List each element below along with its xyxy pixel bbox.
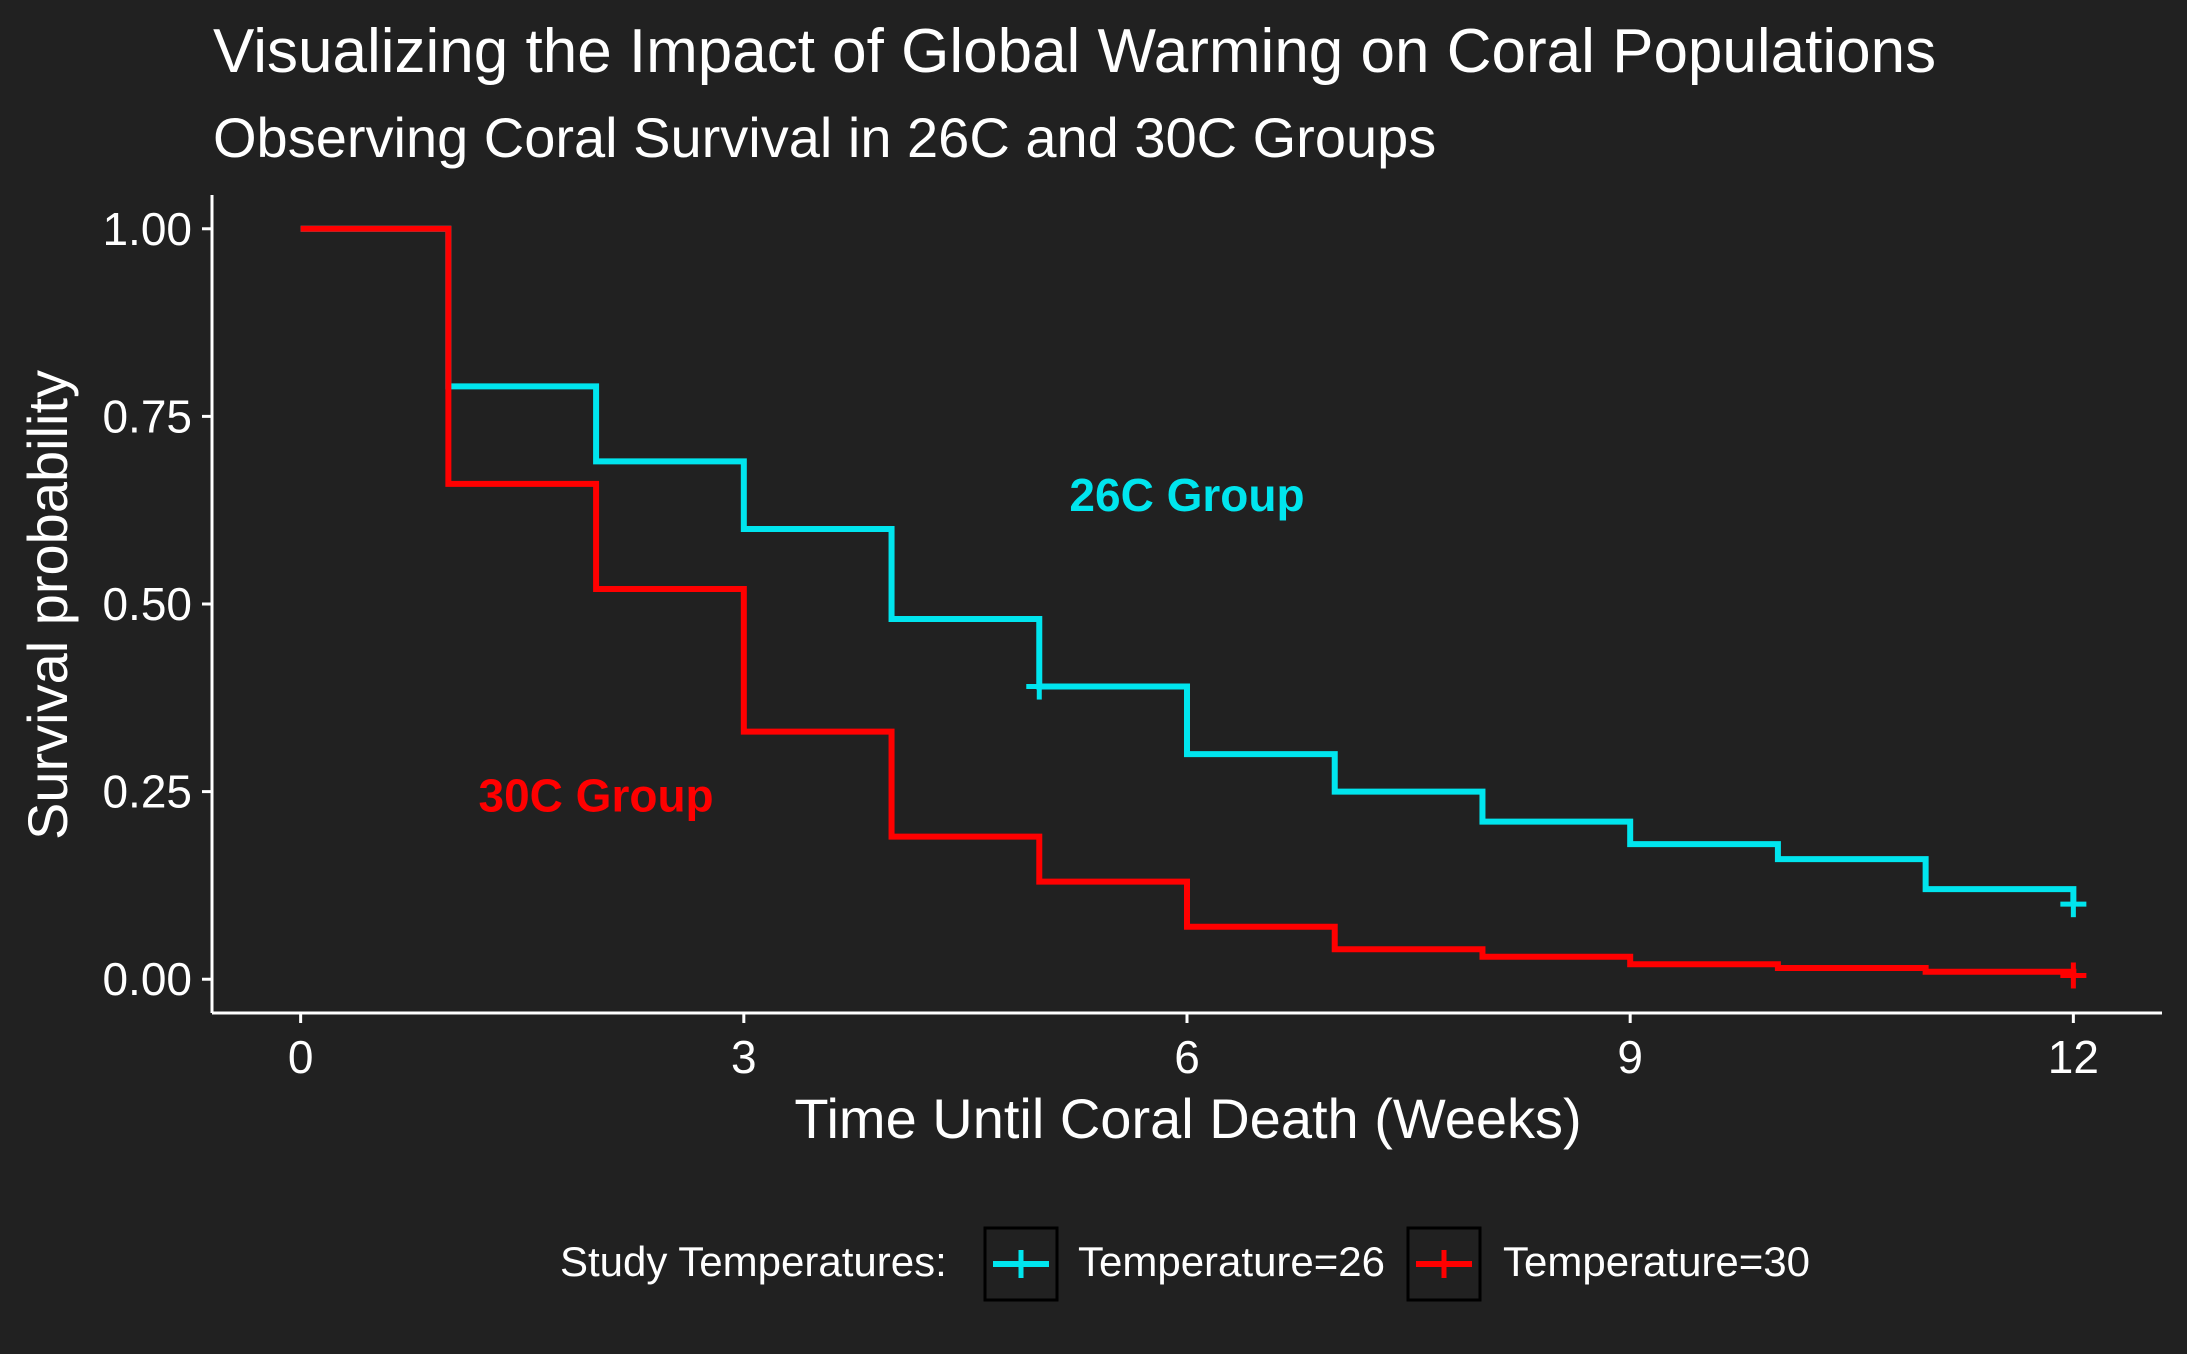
x-tick-label: 3 bbox=[731, 1031, 757, 1083]
annotation-26c-group: 26C Group bbox=[1069, 469, 1304, 521]
legend-item-26: Temperature=26 bbox=[983, 1226, 1385, 1302]
y-tick-label: 0.00 bbox=[102, 953, 192, 1005]
x-axis-label: Time Until Coral Death (Weeks) bbox=[794, 1087, 1581, 1150]
y-axis-label: Survival probability bbox=[16, 370, 79, 840]
plot-area: 0.00 0.25 0.50 0.75 1.00 0 3 6 9 12 26C Group 30C G… bbox=[102, 195, 2162, 1083]
y-tick-label: 0.75 bbox=[102, 390, 192, 442]
x-tick-label: 6 bbox=[1174, 1031, 1200, 1083]
legend-title: Study Temperatures: bbox=[560, 1238, 947, 1285]
x-tick-label: 12 bbox=[2048, 1031, 2099, 1083]
annotation-30c-group: 30C Group bbox=[479, 769, 714, 821]
survival-curve-30 bbox=[300, 225, 2077, 976]
legend: Study Temperatures: Temperature=26 Temper… bbox=[560, 1226, 1810, 1302]
legend-label: Temperature=30 bbox=[1503, 1238, 1810, 1285]
chart-title: Visualizing the Impact of Global Warming… bbox=[213, 17, 1936, 86]
x-tick-label: 0 bbox=[288, 1031, 314, 1083]
y-tick-label: 0.50 bbox=[102, 578, 192, 630]
x-tick-label: 9 bbox=[1617, 1031, 1643, 1083]
chart-subtitle: Observing Coral Survival in 26C and 30C … bbox=[213, 106, 1436, 169]
legend-label: Temperature=26 bbox=[1078, 1238, 1385, 1285]
survival-curve-26 bbox=[300, 225, 2077, 905]
legend-item-30: Temperature=30 bbox=[1406, 1226, 1810, 1302]
y-tick-label: 0.25 bbox=[102, 766, 192, 818]
y-tick-label: 1.00 bbox=[102, 203, 192, 255]
